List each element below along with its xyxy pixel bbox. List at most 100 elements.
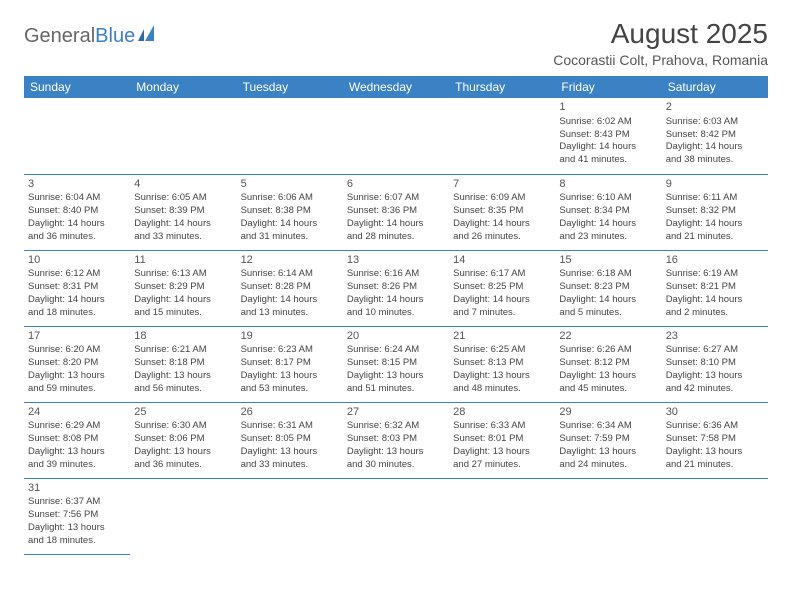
sunrise-text: Sunrise: 6:13 AM [134,268,232,281]
sunset-text: Sunset: 7:59 PM [559,433,657,446]
calendar-cell: 15Sunrise: 6:18 AMSunset: 8:23 PMDayligh… [555,250,661,326]
calendar-cell [237,98,343,174]
sunset-text: Sunset: 8:21 PM [666,281,764,294]
daylight-text: and 51 minutes. [347,383,445,396]
sunrise-text: Sunrise: 6:09 AM [453,192,551,205]
header: GeneralBlue August 2025 Cocorastii Colt,… [24,18,768,68]
daylight-text: and 18 minutes. [28,307,126,320]
calendar-row: 1Sunrise: 6:02 AMSunset: 8:43 PMDaylight… [24,98,768,174]
location-text: Cocorastii Colt, Prahova, Romania [553,52,768,68]
calendar-cell: 21Sunrise: 6:25 AMSunset: 8:13 PMDayligh… [449,326,555,402]
sunrise-text: Sunrise: 6:11 AM [666,192,764,205]
logo: GeneralBlue [24,18,160,49]
day-number: 13 [347,253,445,268]
daylight-text: and 23 minutes. [559,231,657,244]
calendar-row: 17Sunrise: 6:20 AMSunset: 8:20 PMDayligh… [24,326,768,402]
calendar-cell: 3Sunrise: 6:04 AMSunset: 8:40 PMDaylight… [24,174,130,250]
daylight-text: Daylight: 14 hours [666,294,764,307]
daylight-text: Daylight: 14 hours [453,218,551,231]
sunrise-text: Sunrise: 6:20 AM [28,344,126,357]
daylight-text: and 24 minutes. [559,459,657,472]
daylight-text: Daylight: 13 hours [134,446,232,459]
sunset-text: Sunset: 8:13 PM [453,357,551,370]
sunset-text: Sunset: 8:32 PM [666,205,764,218]
sunrise-text: Sunrise: 6:24 AM [347,344,445,357]
day-number: 26 [241,405,339,420]
sunrise-text: Sunrise: 6:21 AM [134,344,232,357]
daylight-text: Daylight: 14 hours [453,294,551,307]
day-number: 27 [347,405,445,420]
daylight-text: and 59 minutes. [28,383,126,396]
day-number: 8 [559,177,657,192]
calendar-cell: 28Sunrise: 6:33 AMSunset: 8:01 PMDayligh… [449,402,555,478]
sunset-text: Sunset: 8:26 PM [347,281,445,294]
day-number: 6 [347,177,445,192]
sunset-text: Sunset: 8:18 PM [134,357,232,370]
sunrise-text: Sunrise: 6:30 AM [134,420,232,433]
daylight-text: Daylight: 13 hours [241,446,339,459]
calendar-cell: 6Sunrise: 6:07 AMSunset: 8:36 PMDaylight… [343,174,449,250]
daylight-text: and 15 minutes. [134,307,232,320]
sunrise-text: Sunrise: 6:03 AM [666,116,764,129]
daylight-text: and 28 minutes. [347,231,445,244]
day-number: 21 [453,329,551,344]
weekday-header: Saturday [662,76,768,98]
calendar-cell: 12Sunrise: 6:14 AMSunset: 8:28 PMDayligh… [237,250,343,326]
sunset-text: Sunset: 7:56 PM [28,509,126,522]
sunset-text: Sunset: 8:06 PM [134,433,232,446]
day-number: 19 [241,329,339,344]
daylight-text: Daylight: 14 hours [28,218,126,231]
daylight-text: and 18 minutes. [28,535,126,548]
sunrise-text: Sunrise: 6:18 AM [559,268,657,281]
daylight-text: Daylight: 13 hours [666,370,764,383]
daylight-text: and 27 minutes. [453,459,551,472]
daylight-text: Daylight: 14 hours [347,294,445,307]
calendar-cell: 7Sunrise: 6:09 AMSunset: 8:35 PMDaylight… [449,174,555,250]
sunrise-text: Sunrise: 6:14 AM [241,268,339,281]
calendar-cell [662,478,768,554]
day-number: 24 [28,405,126,420]
calendar-cell: 29Sunrise: 6:34 AMSunset: 7:59 PMDayligh… [555,402,661,478]
sunrise-text: Sunrise: 6:10 AM [559,192,657,205]
sunset-text: Sunset: 8:29 PM [134,281,232,294]
daylight-text: and 13 minutes. [241,307,339,320]
calendar-cell: 30Sunrise: 6:36 AMSunset: 7:58 PMDayligh… [662,402,768,478]
calendar-cell: 5Sunrise: 6:06 AMSunset: 8:38 PMDaylight… [237,174,343,250]
sunset-text: Sunset: 8:12 PM [559,357,657,370]
logo-flag-icon [138,24,160,47]
day-number: 22 [559,329,657,344]
calendar-body: 1Sunrise: 6:02 AMSunset: 8:43 PMDaylight… [24,98,768,554]
daylight-text: and 42 minutes. [666,383,764,396]
sunset-text: Sunset: 8:35 PM [453,205,551,218]
sunrise-text: Sunrise: 6:16 AM [347,268,445,281]
sunrise-text: Sunrise: 6:02 AM [559,116,657,129]
daylight-text: and 39 minutes. [28,459,126,472]
day-number: 23 [666,329,764,344]
daylight-text: and 48 minutes. [453,383,551,396]
sunrise-text: Sunrise: 6:04 AM [28,192,126,205]
calendar-cell [449,478,555,554]
day-number: 17 [28,329,126,344]
calendar-cell: 20Sunrise: 6:24 AMSunset: 8:15 PMDayligh… [343,326,449,402]
daylight-text: Daylight: 13 hours [347,370,445,383]
daylight-text: and 56 minutes. [134,383,232,396]
sunrise-text: Sunrise: 6:23 AM [241,344,339,357]
sunset-text: Sunset: 8:01 PM [453,433,551,446]
sunrise-text: Sunrise: 6:12 AM [28,268,126,281]
day-number: 14 [453,253,551,268]
daylight-text: Daylight: 14 hours [241,218,339,231]
sunset-text: Sunset: 8:39 PM [134,205,232,218]
calendar-cell [343,478,449,554]
calendar-cell: 1Sunrise: 6:02 AMSunset: 8:43 PMDaylight… [555,98,661,174]
sunrise-text: Sunrise: 6:34 AM [559,420,657,433]
sunrise-text: Sunrise: 6:37 AM [28,496,126,509]
calendar-cell: 8Sunrise: 6:10 AMSunset: 8:34 PMDaylight… [555,174,661,250]
daylight-text: Daylight: 13 hours [347,446,445,459]
logo-text-general: General [24,25,95,48]
sunset-text: Sunset: 8:25 PM [453,281,551,294]
daylight-text: and 41 minutes. [559,154,657,167]
daylight-text: Daylight: 14 hours [134,294,232,307]
calendar-cell: 13Sunrise: 6:16 AMSunset: 8:26 PMDayligh… [343,250,449,326]
sunset-text: Sunset: 8:05 PM [241,433,339,446]
daylight-text: Daylight: 13 hours [666,446,764,459]
